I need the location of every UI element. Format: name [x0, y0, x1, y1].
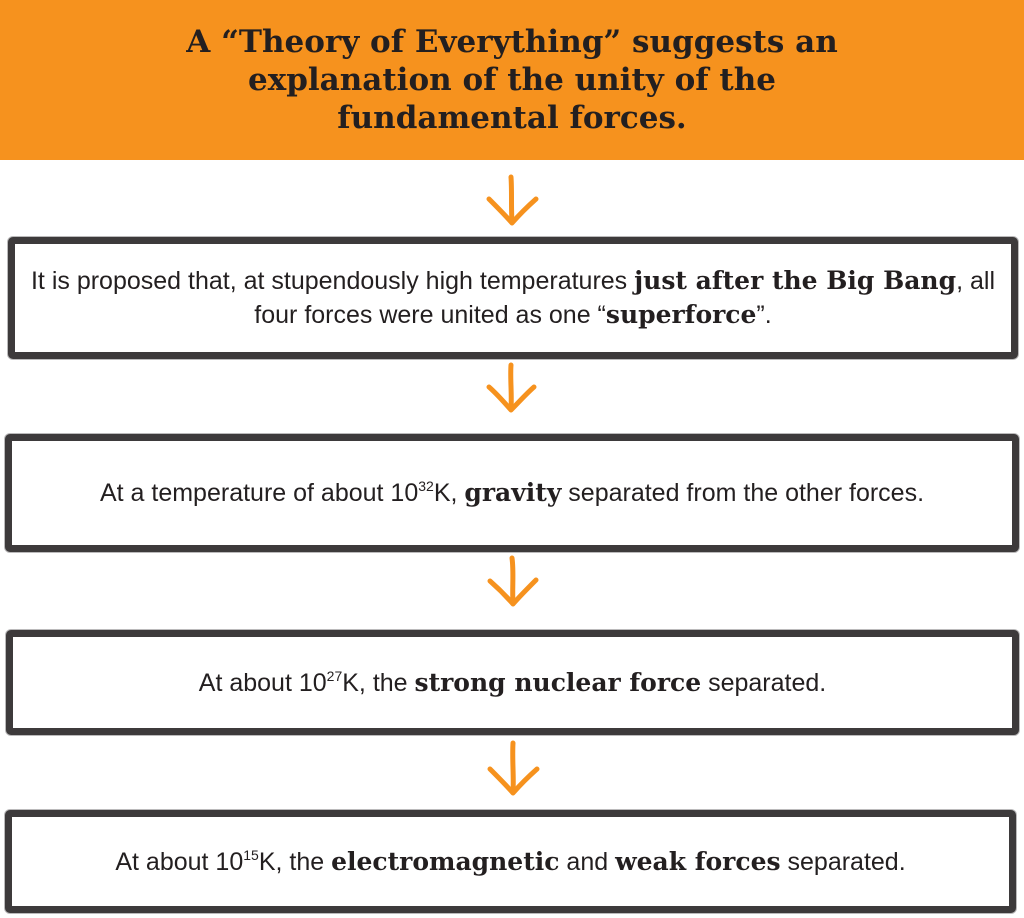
- step-emphasis: weak forces: [615, 846, 781, 876]
- step-text-run: separated from the other forces.: [561, 479, 925, 507]
- step-text-run: K, the: [342, 668, 415, 697]
- step-text-run: , all four forces were united as one “: [254, 267, 995, 329]
- step-text-run: separated.: [780, 847, 906, 876]
- step-emphasis: electromagnetic: [331, 846, 560, 876]
- step-box: It is proposed that, at stupendously hig…: [8, 237, 1018, 359]
- down-arrow-icon: [481, 740, 545, 802]
- step-exponent: 32: [418, 478, 434, 494]
- down-arrow-icon: [480, 174, 544, 232]
- step-text-run: K,: [433, 479, 465, 507]
- step-box: At about 1027K, the strong nuclear force…: [6, 630, 1019, 735]
- step-emphasis: gravity: [464, 478, 562, 507]
- step-text: At about 1027K, the strong nuclear force…: [199, 666, 826, 700]
- step-exponent: 27: [326, 667, 343, 684]
- step-text-run: ”.: [756, 301, 772, 329]
- step-text-run: It is proposed that, at stupendously hig…: [30, 267, 635, 295]
- step-emphasis: superforce: [605, 300, 757, 329]
- step-text-run: K, the: [258, 847, 332, 876]
- step-box: At about 1015K, the electromagnetic and …: [5, 810, 1016, 913]
- down-arrow-icon: [479, 361, 543, 419]
- step-box: At a temperature of about 1032K, gravity…: [5, 434, 1019, 552]
- down-arrow-icon: [481, 555, 545, 613]
- header-title: A “Theory of Everything” suggests an exp…: [186, 24, 838, 136]
- step-text: At about 1015K, the electromagnetic and …: [115, 845, 905, 879]
- step-emphasis: strong nuclear force: [414, 667, 702, 697]
- step-text-run: separated.: [701, 668, 827, 697]
- step-text: At a temperature of about 1032K, gravity…: [100, 476, 924, 510]
- step-exponent: 15: [243, 846, 259, 863]
- step-emphasis: just after the Big Bang: [634, 266, 957, 295]
- header-banner: A “Theory of Everything” suggests an exp…: [0, 0, 1024, 160]
- step-text-run: and: [559, 847, 616, 876]
- step-text-run: At about 10: [115, 847, 244, 876]
- step-text: It is proposed that, at stupendously hig…: [15, 264, 1011, 332]
- step-text-run: At about 10: [198, 668, 327, 697]
- step-text-run: At a temperature of about 10: [99, 479, 419, 507]
